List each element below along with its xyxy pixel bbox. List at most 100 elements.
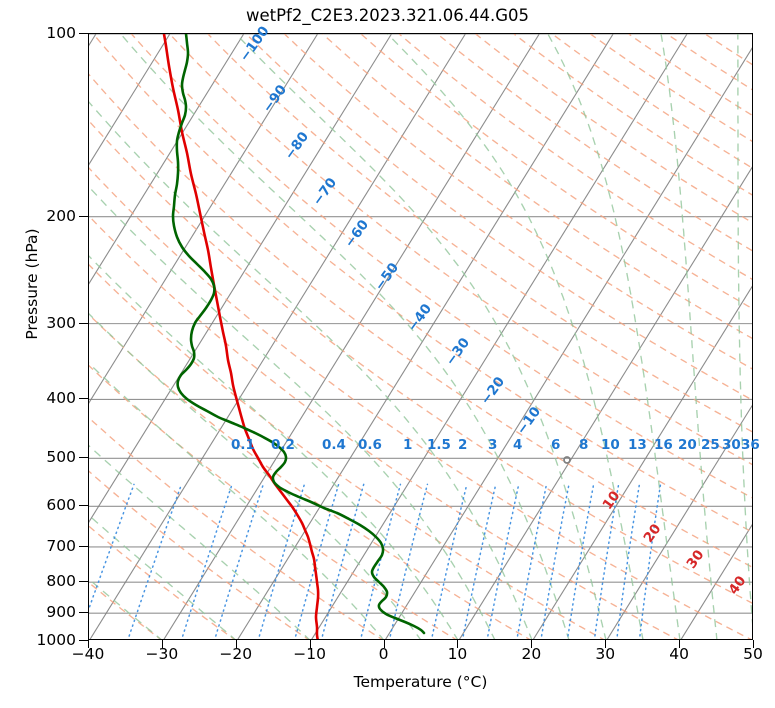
- mixing-ratio-line: [430, 483, 468, 639]
- mixing-ratio-label: 13: [628, 437, 647, 453]
- y-tick-label: 100: [46, 24, 76, 42]
- moist-adiabat-line: [660, 34, 718, 639]
- x-tick-mark: [605, 640, 607, 648]
- mixing-ratio-line: [540, 483, 570, 639]
- dry-adiabat-line: [130, 34, 752, 499]
- isotherm-line: [163, 34, 540, 639]
- mixing-ratio-line: [180, 483, 233, 639]
- y-tick-label: 900: [46, 603, 76, 622]
- mixing-ratio-label: 16: [654, 437, 673, 453]
- mixing-ratio-line: [89, 483, 135, 611]
- dry-adiabat-line: [89, 73, 752, 568]
- mixing-ratio-line: [320, 483, 365, 639]
- sounding-temperature-curve: [162, 34, 320, 639]
- moist-adiabat-line: [387, 34, 644, 639]
- dry-adiabat-line: [89, 264, 605, 639]
- moist-adiabat-line: [89, 186, 496, 639]
- mixing-ratio-line: [566, 483, 595, 639]
- mixing-ratio-label: 0.6: [358, 437, 382, 453]
- dry-adiabat-line: [169, 34, 752, 466]
- mixing-ratio-label: 25: [701, 437, 720, 453]
- x-tick-mark: [531, 640, 533, 648]
- moist-adiabat-line: [89, 255, 459, 639]
- dry-adiabat-line: [89, 364, 457, 639]
- isotherm-line: [385, 47, 752, 639]
- isotherm-line: [606, 404, 752, 639]
- isotherm-line: [237, 34, 614, 639]
- x-tick-label: 40: [669, 645, 689, 663]
- mixing-ratio-label: 0.4: [322, 437, 346, 453]
- y-tick-mark: [79, 215, 88, 217]
- x-tick-mark: [457, 640, 459, 648]
- mixing-ratio-line: [461, 483, 497, 639]
- moist-adiabat-line: [89, 444, 310, 639]
- isotherm-line: [680, 524, 752, 639]
- x-tick-label: 50: [743, 645, 763, 663]
- dry-adiabat-line: [89, 167, 752, 639]
- mixing-ratio-label: 30: [722, 437, 741, 453]
- y-tick-mark: [79, 457, 88, 459]
- mixing-ratio-line: [214, 483, 265, 639]
- mixing-ratio-line: [388, 483, 429, 639]
- mixing-ratio-line: [616, 483, 641, 639]
- dry-adiabat-line: [89, 470, 309, 639]
- mixing-ratio-line: [638, 483, 662, 639]
- moist-adiabat-line: [737, 34, 752, 625]
- isotherm-line: [89, 34, 392, 523]
- mixing-ratio-line: [360, 483, 402, 639]
- y-tick-label: 700: [46, 536, 76, 555]
- y-tick-mark: [79, 612, 88, 614]
- mixing-ratio-label: 3: [488, 437, 498, 453]
- x-tick-label: −30: [145, 645, 179, 663]
- x-tick-mark: [88, 640, 89, 648]
- lcl-marker: [563, 456, 571, 464]
- mixing-ratio-line: [593, 483, 620, 639]
- y-tick-label: 300: [46, 313, 76, 332]
- mixing-ratio-label: 4: [513, 437, 523, 453]
- y-tick-label: 600: [46, 496, 76, 515]
- dry-adiabat-line: [89, 120, 752, 604]
- x-tick-label: 30: [595, 645, 616, 663]
- mixing-ratio-line: [516, 483, 548, 639]
- plot-area: [88, 33, 753, 640]
- y-tick-mark: [79, 33, 88, 34]
- dry-adiabat-line: [89, 416, 383, 639]
- y-tick-mark: [79, 398, 88, 400]
- x-tick-label: −20: [219, 645, 253, 663]
- x-axis-label: Temperature (°C): [353, 673, 488, 691]
- x-tick-mark: [309, 640, 311, 648]
- isotherm-line: [89, 34, 319, 404]
- x-tick-mark: [235, 640, 237, 648]
- moist-adiabat-line: [89, 362, 384, 639]
- mixing-ratio-line: [486, 483, 520, 639]
- isotherm-line: [89, 34, 245, 285]
- y-tick-label: 500: [46, 448, 76, 467]
- dry-adiabat-line: [92, 34, 752, 533]
- isotherm-line: [89, 34, 171, 166]
- x-tick-mark: [383, 640, 385, 648]
- y-tick-mark: [79, 505, 88, 507]
- y-tick-mark: [79, 640, 88, 641]
- mixing-ratio-label: 1: [403, 437, 413, 453]
- dry-adiabat-line: [322, 34, 752, 339]
- x-tick-label: −40: [71, 645, 105, 663]
- x-tick-label: 20: [521, 645, 542, 663]
- y-tick-label: 200: [46, 206, 76, 225]
- isotherm-line: [532, 285, 752, 639]
- x-tick-mark: [679, 640, 681, 648]
- sounding-curves: [162, 34, 571, 639]
- moist-adiabat-line: [120, 34, 570, 639]
- x-tick-mark: [753, 640, 754, 648]
- dry-adiabat-line: [284, 34, 752, 370]
- sounding-dewpoint-curve: [171, 34, 426, 635]
- isotherm-line: [459, 166, 752, 639]
- dry-adiabat-line: [89, 525, 236, 639]
- mixing-ratio-label: 1.5: [427, 437, 451, 453]
- dry-adiabat-line: [89, 313, 531, 639]
- x-tick-label: 10: [447, 645, 468, 663]
- y-tick-label: 800: [46, 572, 76, 591]
- mixing-ratio-label: 8: [579, 437, 589, 453]
- mixing-ratio-line: [257, 483, 306, 639]
- y-tick-mark: [79, 322, 88, 324]
